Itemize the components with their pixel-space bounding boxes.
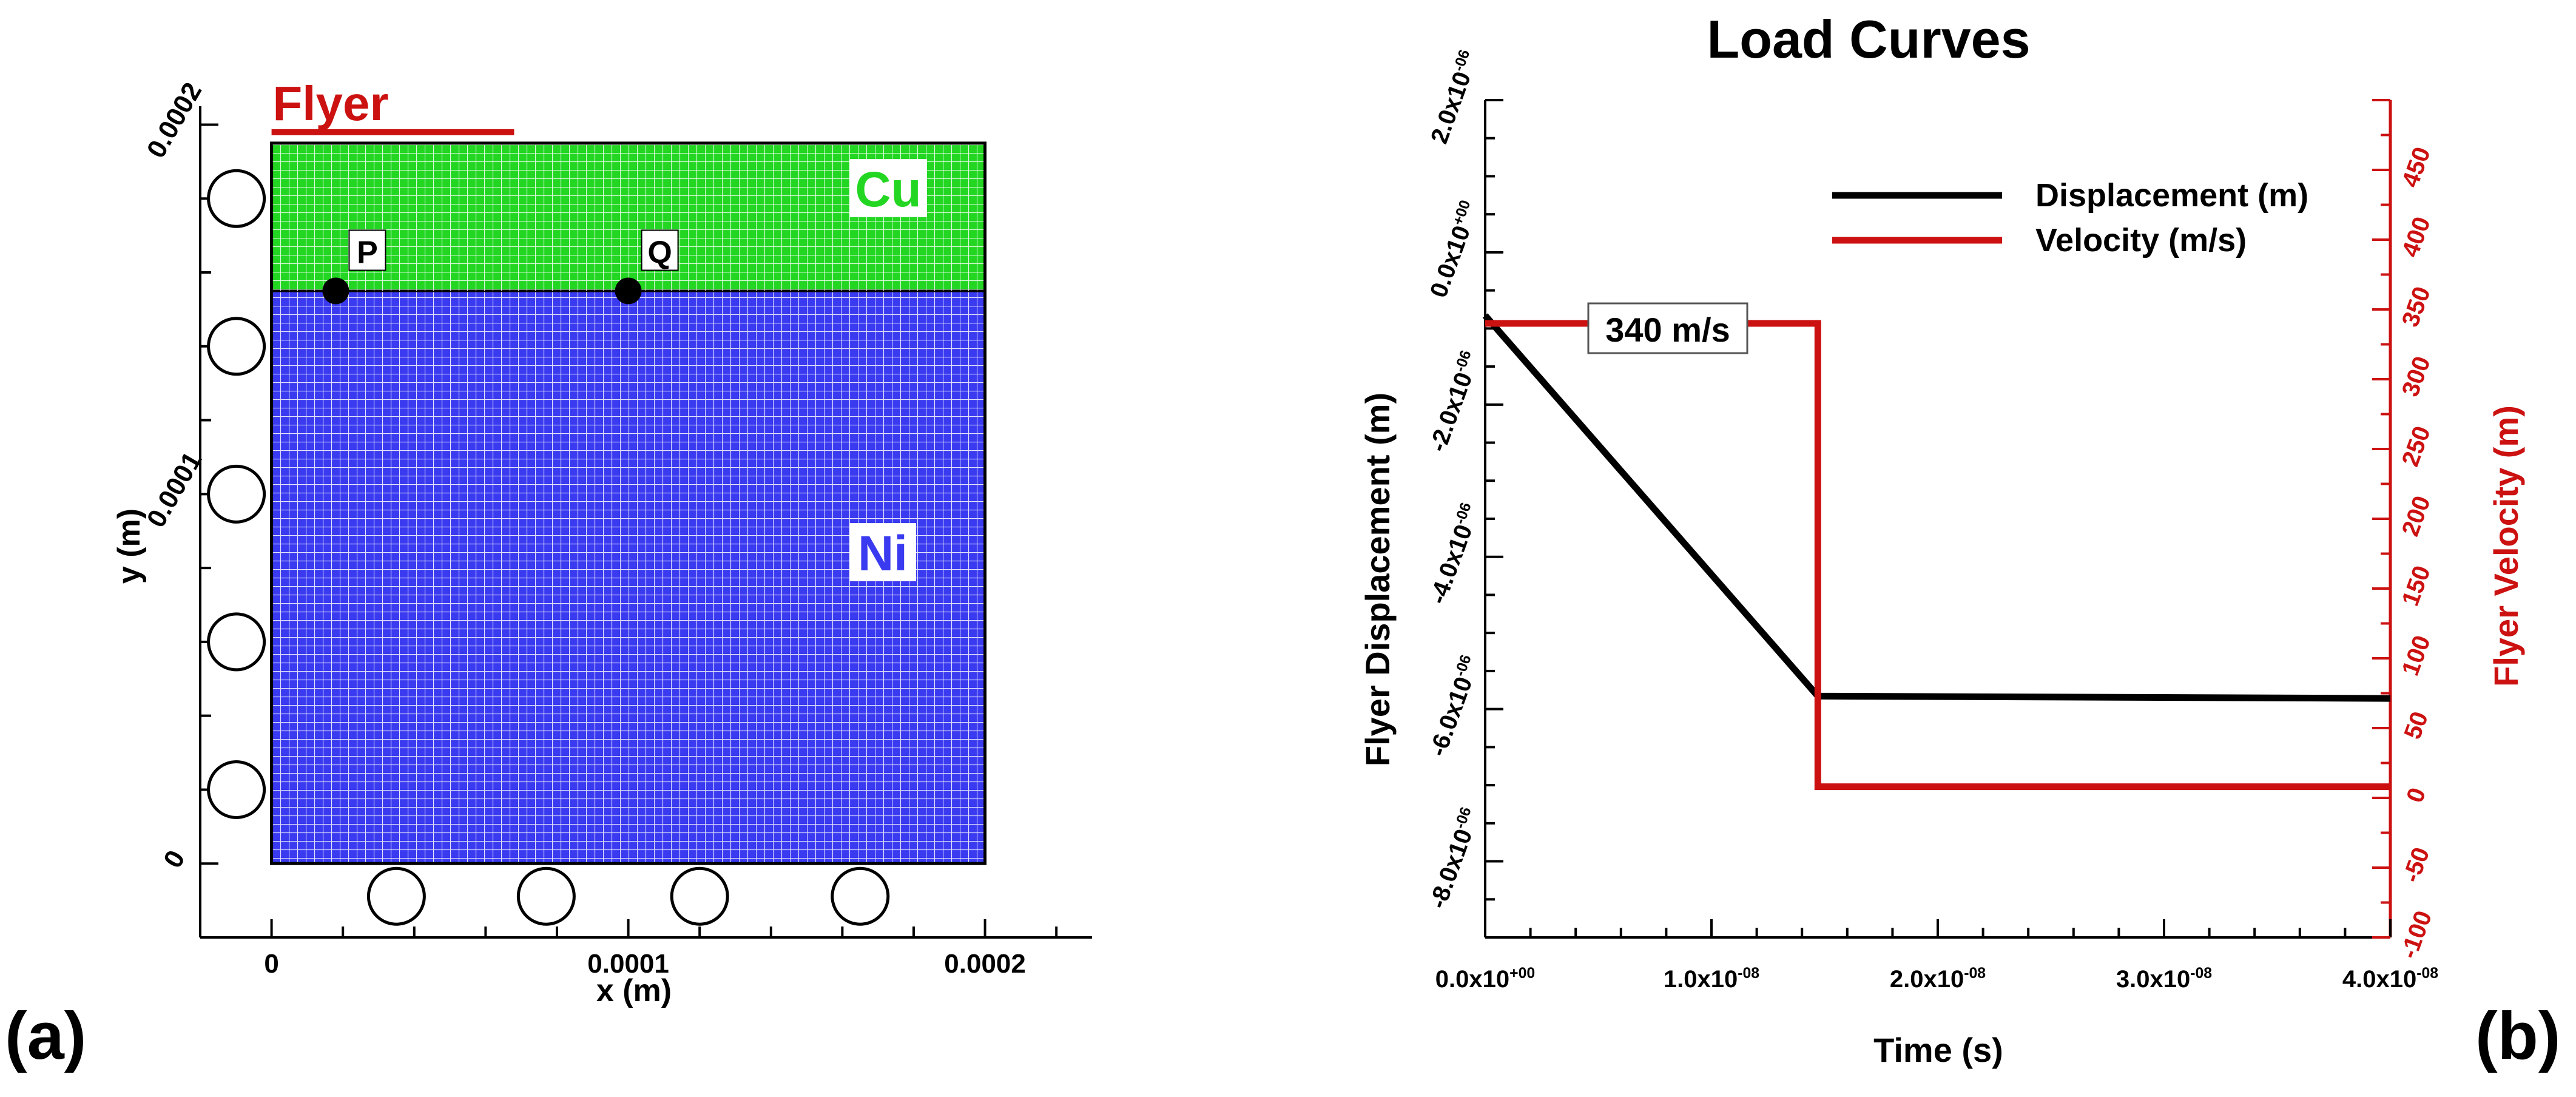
probe-point-p [322, 277, 349, 305]
chart-title: Load Curves [1707, 9, 2030, 69]
probe-label-p: P [357, 235, 378, 270]
panel-b-axes [1484, 100, 2392, 939]
panel-a-y-ticks: 0 0.0001 0.0002 [141, 78, 218, 873]
y-right-tick-label: -100 [2395, 907, 2437, 962]
y-tick-label: 2.0x10-06 [1425, 47, 1484, 147]
panel-a-label: (a) [5, 999, 86, 1073]
y-right-tick-label: -50 [2398, 844, 2435, 886]
y-right-tick-label: 100 [2397, 632, 2436, 680]
x-tick-label: 2.0x10-08 [1890, 965, 1986, 993]
series-line-displacement [1482, 313, 2391, 702]
roller-left [207, 169, 266, 228]
svg-text:Cu: Cu [855, 162, 921, 217]
legend-entry-displacement: Displacement (m) [2035, 177, 2308, 214]
y-right-tick-label: 200 [2397, 493, 2436, 540]
panel-b-right-y-axis-label: Flyer Velocity (m) [2487, 405, 2525, 687]
x-tick-label: 0.0x10+00 [1435, 965, 1535, 993]
probe-label-q: Q [647, 235, 672, 270]
roller-bottom [516, 866, 576, 926]
y-right-tick-label: 400 [2397, 214, 2436, 261]
legend-entry-velocity: Velocity (m/s) [2035, 222, 2247, 258]
probe-label-box [348, 229, 386, 271]
svg-text:340 m/s: 340 m/s [1605, 311, 1730, 349]
flyer-label: Flyer [272, 76, 388, 130]
y-right-tick-label: 350 [2397, 283, 2436, 331]
y-tick-label: -4.0x10-06 [1424, 501, 1485, 608]
roller-left [207, 464, 266, 524]
panel-b-left-y-axis-label: Flyer Displacement (m) [1358, 393, 1397, 766]
y-tick-label: 0.0002 [141, 78, 208, 163]
x-tick-label: 3.0x10-08 [2116, 965, 2212, 993]
roller-left [207, 612, 266, 672]
y-right-tick-label: 150 [2397, 562, 2436, 610]
y-tick-label: 0 [158, 845, 191, 873]
x-tick-label: 1.0x10-08 [1664, 965, 1759, 993]
roller-bottom [366, 866, 426, 926]
series-line-velocity [1485, 320, 2390, 791]
y-right-tick-label: 250 [2397, 423, 2436, 470]
x-tick-label: 0.0002 [944, 949, 1026, 979]
panel-a-y-axis-label: y (m) [112, 508, 147, 584]
y-tick-label: -2.0x10-06 [1424, 348, 1485, 456]
panel-b-x-axis-label: Time (s) [1873, 1031, 2003, 1069]
roller-bottom [831, 866, 890, 926]
x-tick-label: 0 [264, 949, 278, 979]
y-tick-label: 0.0001 [141, 447, 208, 533]
probe-point-q [615, 277, 642, 305]
x-tick-label: 0.0001 [587, 949, 669, 979]
x-tick-label: 4.0x10-08 [2342, 965, 2438, 993]
y-right-tick-label: 0 [2401, 785, 2431, 806]
legend: Displacement (m) Velocity (m/s) [1832, 177, 2308, 258]
panel-b-left-y-ticks: 2.0x10-06 0.0x10+00 -2.0x10-06 -4.0x10-06 -6… [1424, 47, 1503, 939]
cu-label: Cu [849, 159, 927, 217]
mesh-border [270, 141, 987, 865]
panel-b-x-ticks: 0.0x10+00 1.0x10-08 2.0x10-08 3.0x10-08 4.0x… [1435, 919, 2438, 993]
y-right-tick-label: 300 [2397, 353, 2436, 400]
y-tick-label: -8.0x10-06 [1424, 805, 1485, 913]
y-tick-label: 0.0x10+00 [1425, 198, 1485, 301]
panel-b-load-curves: Load Curves 0.0x10+00 1.0x10-08 2.0x10-08 3… [1358, 9, 2560, 1073]
ni-label: Ni [849, 523, 916, 581]
roller-bottom [670, 866, 729, 926]
panel-a-x-ticks: 0 0.0001 0.0002 [264, 919, 1058, 979]
panel-b-label: (b) [2475, 999, 2560, 1073]
panel-b-right-y-ticks: 450 400 350 300 250 200 150 100 50 0 -50 -100 [2372, 99, 2437, 962]
roller-supports [207, 169, 890, 926]
panel-a-x-axis-label: x (m) [596, 973, 672, 1008]
roller-left [207, 760, 266, 819]
y-right-tick-label: 450 [2397, 144, 2436, 191]
svg-text:Ni: Ni [858, 526, 908, 581]
y-right-tick-label: 50 [2399, 708, 2434, 743]
roller-left [207, 317, 266, 376]
probe-label-box [641, 229, 679, 271]
panel-a-axes [199, 106, 1092, 939]
velocity-annotation: 340 m/s [1587, 302, 1748, 354]
y-tick-label: -6.0x10-06 [1424, 653, 1485, 760]
